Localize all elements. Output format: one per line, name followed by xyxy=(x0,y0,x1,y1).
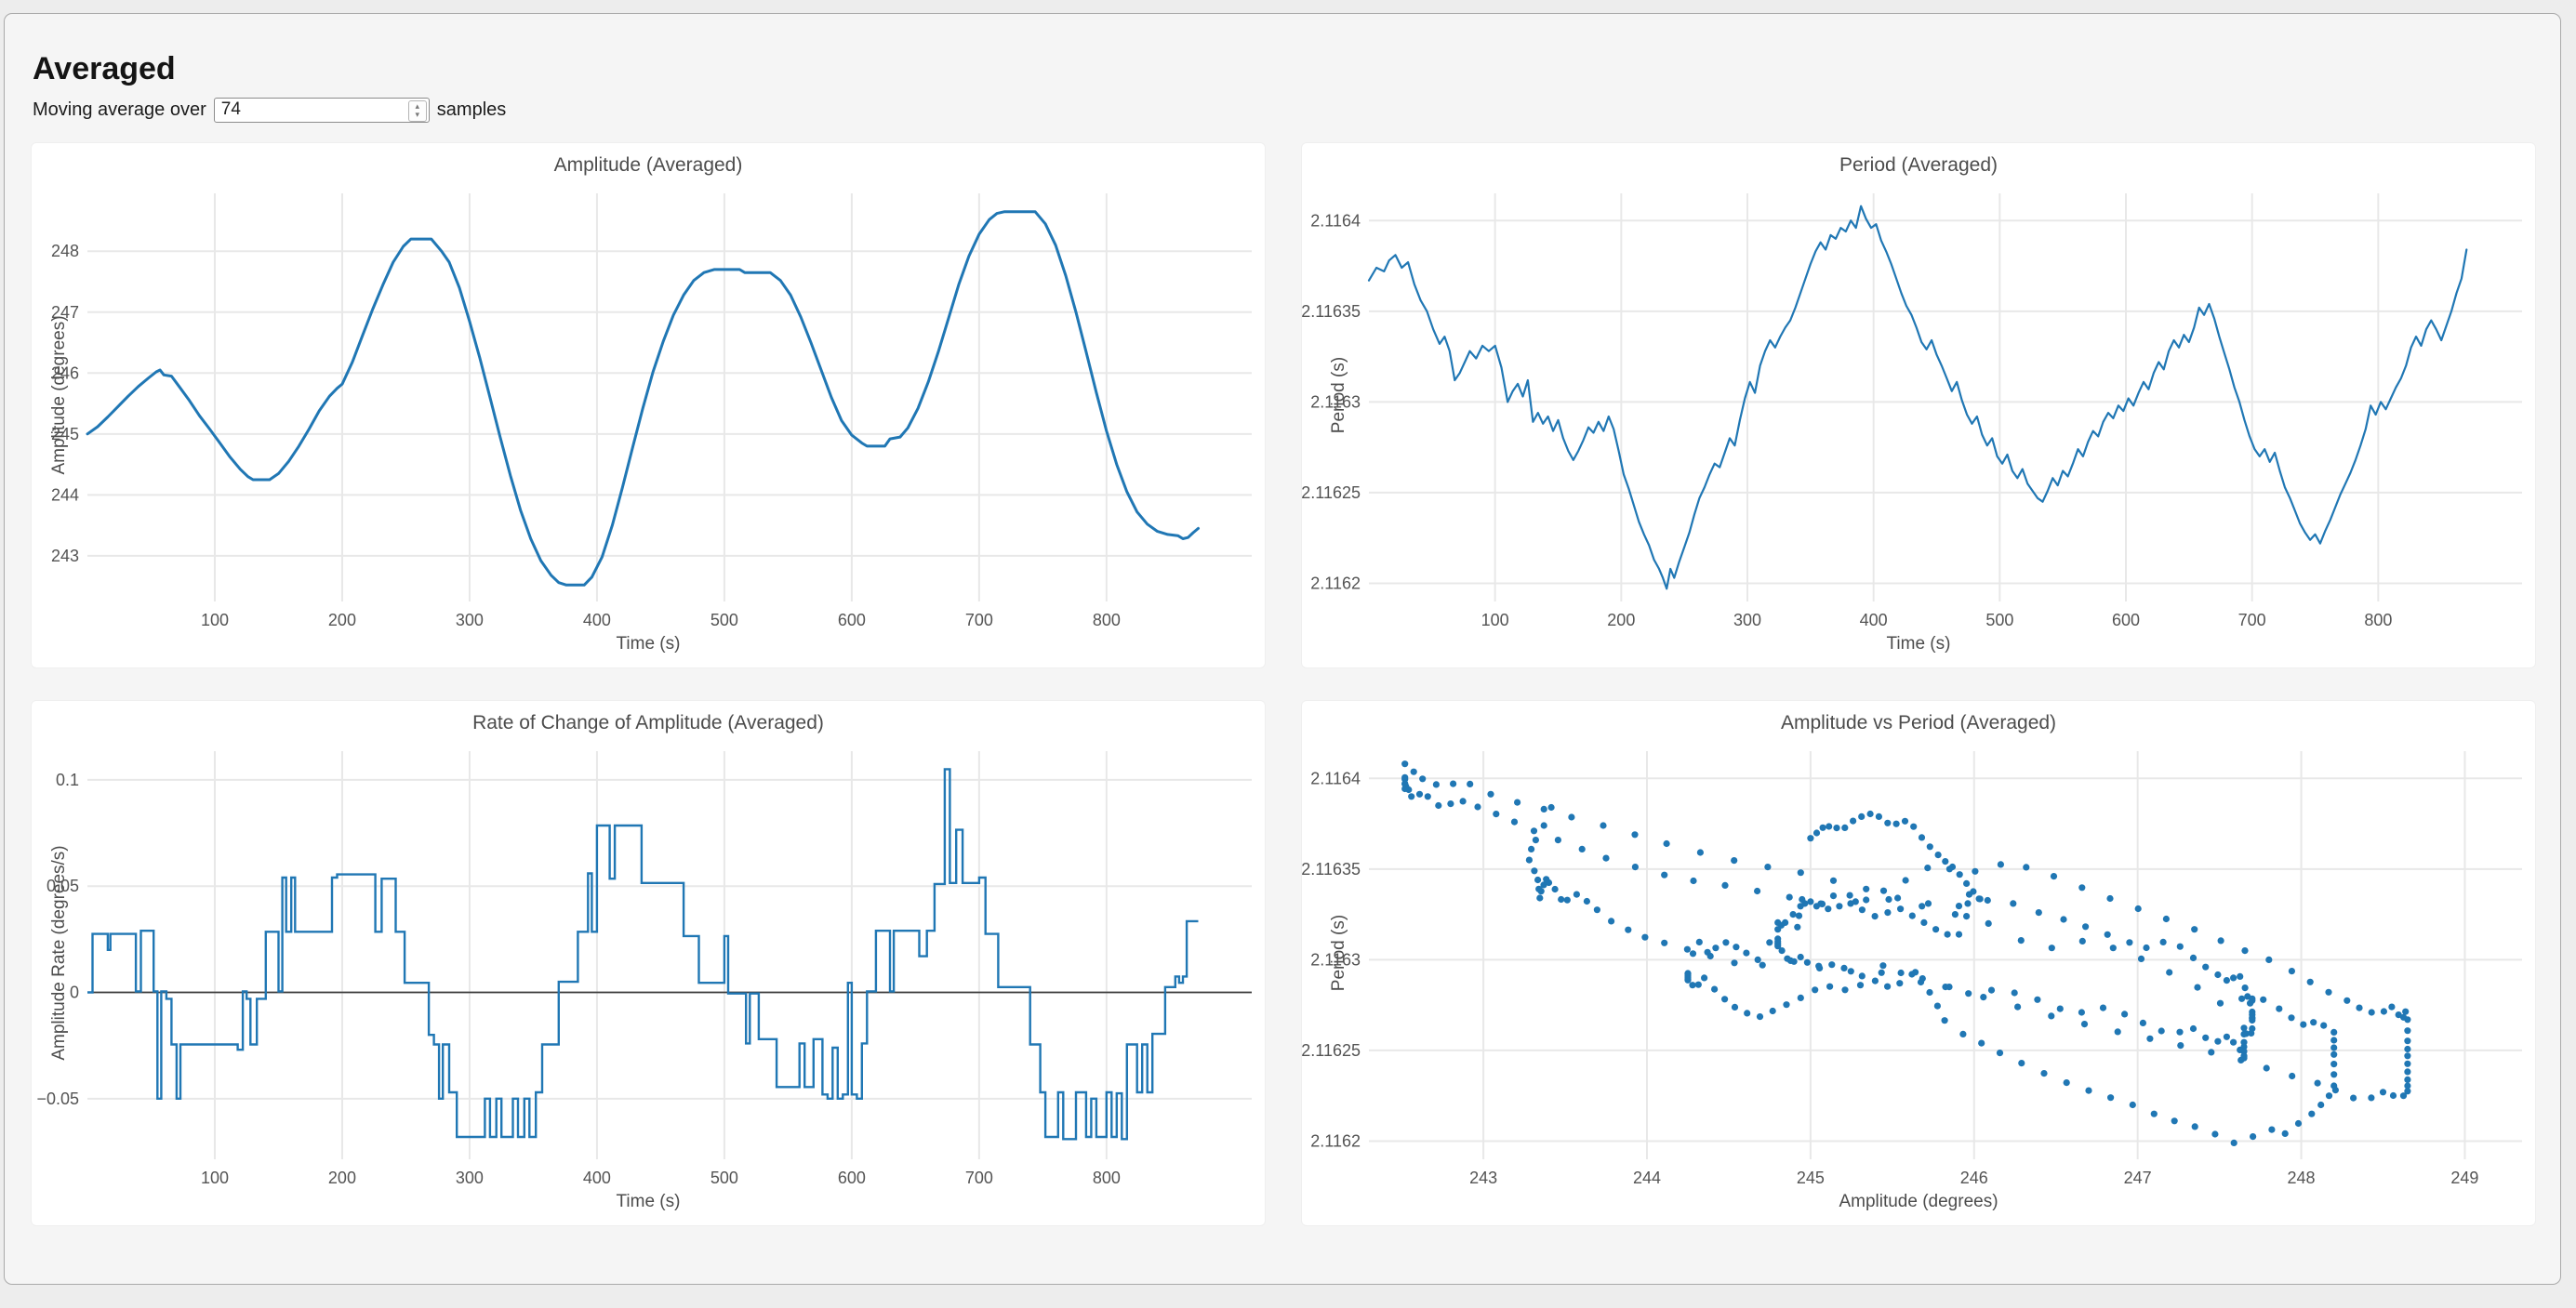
svg-text:400: 400 xyxy=(583,1169,611,1187)
svg-text:247: 247 xyxy=(2124,1169,2152,1187)
svg-text:2.1162: 2.1162 xyxy=(1310,574,1361,592)
chart-title: Amplitude (Averaged) xyxy=(553,154,743,176)
x-axis-label: Amplitude (degrees) xyxy=(1839,1192,1998,1211)
svg-text:246: 246 xyxy=(51,363,79,382)
svg-text:247: 247 xyxy=(51,303,79,322)
amplitude-rate-chart-canvas: 100 200 300 400 500 600 700 800 −0.05 0 0.05 0.1 xyxy=(36,751,1252,1187)
svg-text:800: 800 xyxy=(1093,1169,1121,1187)
svg-text:−0.05: −0.05 xyxy=(36,1090,79,1108)
amplitude-vs-period-chart-canvas: 243 244 245 246 247 248 249 2.1162 2.11625 2.1163… xyxy=(1302,751,2522,1187)
svg-text:300: 300 xyxy=(456,611,484,629)
svg-text:100: 100 xyxy=(201,1169,229,1187)
svg-text:100: 100 xyxy=(1481,611,1509,629)
svg-text:2.1163: 2.1163 xyxy=(1310,950,1361,969)
moving-average-label: Moving average over xyxy=(33,99,206,120)
svg-text:100: 100 xyxy=(201,611,229,629)
svg-text:2.11625: 2.11625 xyxy=(1302,1041,1361,1060)
amplitude-rate-chart-panel: Rate of Change of Amplitude (Averaged) A… xyxy=(31,700,1266,1226)
svg-text:600: 600 xyxy=(838,611,866,629)
svg-text:500: 500 xyxy=(1985,611,2013,629)
svg-text:2.11635: 2.11635 xyxy=(1302,302,1361,321)
svg-text:500: 500 xyxy=(710,611,738,629)
svg-text:800: 800 xyxy=(2364,611,2392,629)
svg-text:300: 300 xyxy=(456,1169,484,1187)
svg-text:2.1164: 2.1164 xyxy=(1310,769,1361,787)
x-axis-label: Time (s) xyxy=(1886,634,1951,654)
svg-text:0.1: 0.1 xyxy=(56,771,79,789)
moving-average-input[interactable] xyxy=(213,97,430,123)
svg-text:700: 700 xyxy=(965,611,993,629)
chart-title: Period (Averaged) xyxy=(1839,154,1998,176)
amplitude-vs-period-chart-panel: Amplitude vs Period (Averaged) Period (s… xyxy=(1301,700,2536,1226)
svg-text:0: 0 xyxy=(70,984,79,1002)
svg-text:600: 600 xyxy=(2112,611,2140,629)
chart-title: Amplitude vs Period (Averaged) xyxy=(1780,712,2057,733)
svg-text:244: 244 xyxy=(51,485,79,504)
dashboard-card: Averaged Moving average over ▴ ▾ samples… xyxy=(4,13,2561,1285)
svg-text:244: 244 xyxy=(1633,1169,1661,1187)
svg-text:200: 200 xyxy=(328,611,356,629)
x-axis-label: Time (s) xyxy=(616,1192,681,1211)
amplitude-chart-canvas: 100 200 300 400 500 600 700 800 243 244 245 246 247 2… xyxy=(51,193,1252,629)
svg-text:248: 248 xyxy=(51,242,79,260)
svg-text:400: 400 xyxy=(1860,611,1888,629)
svg-text:200: 200 xyxy=(1607,611,1635,629)
svg-text:2.1163: 2.1163 xyxy=(1310,392,1361,411)
svg-text:243: 243 xyxy=(1469,1169,1497,1187)
page-title: Averaged xyxy=(33,51,176,86)
svg-text:245: 245 xyxy=(1797,1169,1825,1187)
moving-average-input-wrap: ▴ ▾ xyxy=(213,97,430,123)
period-chart-canvas: 100 200 300 400 500 600 700 800 2.1162 2.11625 2.1… xyxy=(1302,193,2522,629)
svg-text:600: 600 xyxy=(838,1169,866,1187)
amplitude-chart-panel: Amplitude (Averaged) Amplitude (degrees)… xyxy=(31,142,1266,668)
svg-text:700: 700 xyxy=(2238,611,2266,629)
svg-text:246: 246 xyxy=(1960,1169,1988,1187)
svg-text:200: 200 xyxy=(328,1169,356,1187)
svg-text:400: 400 xyxy=(583,611,611,629)
spinner-up-icon[interactable]: ▴ xyxy=(415,101,420,111)
svg-text:500: 500 xyxy=(710,1169,738,1187)
x-axis-label: Time (s) xyxy=(616,634,681,654)
moving-average-controls: Moving average over ▴ ▾ samples xyxy=(33,96,506,124)
period-chart-panel: Period (Averaged) Period (s) 100 200 300 40… xyxy=(1301,142,2536,668)
svg-text:2.11625: 2.11625 xyxy=(1302,483,1361,502)
svg-text:245: 245 xyxy=(51,425,79,443)
spinner-down-icon[interactable]: ▾ xyxy=(415,110,420,119)
chart-title: Rate of Change of Amplitude (Averaged) xyxy=(472,712,824,733)
svg-text:700: 700 xyxy=(965,1169,993,1187)
svg-text:0.05: 0.05 xyxy=(46,877,79,895)
number-spinner: ▴ ▾ xyxy=(407,99,427,122)
svg-text:2.1164: 2.1164 xyxy=(1310,211,1361,230)
samples-label: samples xyxy=(436,99,507,120)
svg-text:243: 243 xyxy=(51,547,79,565)
svg-text:2.1162: 2.1162 xyxy=(1310,1131,1361,1150)
svg-text:2.11635: 2.11635 xyxy=(1302,860,1361,879)
svg-text:249: 249 xyxy=(2450,1169,2478,1187)
svg-text:300: 300 xyxy=(1733,611,1761,629)
svg-text:800: 800 xyxy=(1093,611,1121,629)
svg-text:248: 248 xyxy=(2288,1169,2316,1187)
